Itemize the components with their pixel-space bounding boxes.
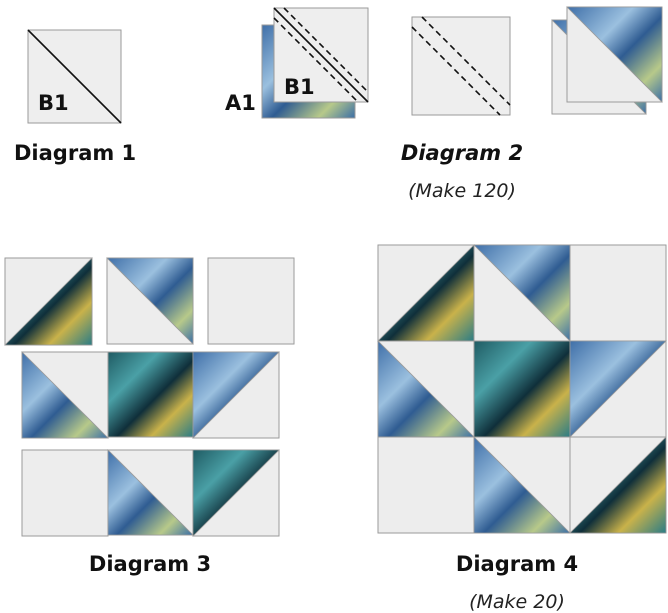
blocks [4,6,667,537]
caption: Diagram 2 [401,141,523,165]
triangle [21,351,109,439]
triangle [569,340,667,438]
caption: Diagram 4 [456,552,578,576]
triangle [473,436,571,534]
seam-line [411,26,501,116]
patch [411,16,511,116]
triangle [107,449,194,536]
seam-line [27,29,122,124]
caption: Diagram 3 [89,552,211,576]
note: (Make 120) [408,180,516,202]
label: A1 [225,91,256,115]
label: B1 [38,91,69,115]
triangle [192,449,280,537]
triangle [566,6,663,103]
patch [21,449,109,537]
triangle [4,257,93,346]
patch [377,436,475,534]
patch [107,351,194,438]
triangle [106,257,194,345]
triangle [569,436,667,534]
patch [473,340,571,438]
patch [569,244,667,342]
seam-line [421,16,511,106]
note: (Make 20) [469,591,565,613]
triangle [192,351,280,439]
caption: Diagram 1 [14,141,136,165]
seam-line [273,7,369,103]
label: B1 [284,75,315,99]
patch [207,257,295,345]
